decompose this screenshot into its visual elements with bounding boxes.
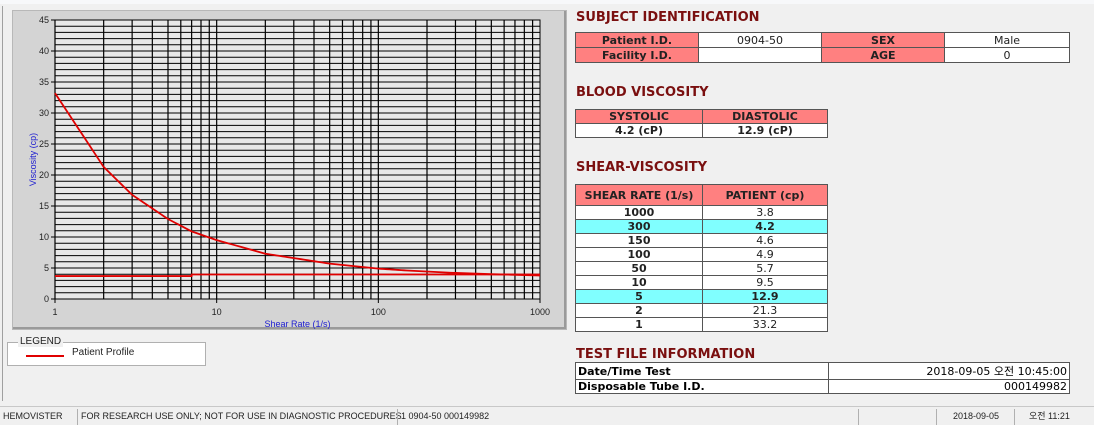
shear-row: 50 5.7 bbox=[575, 261, 828, 276]
y-tick-label: 15 bbox=[39, 201, 49, 211]
shear-rate-cell: 300 bbox=[575, 219, 703, 234]
shear-row: 10 9.5 bbox=[575, 275, 828, 290]
y-tick-label: 25 bbox=[39, 139, 49, 149]
status-bar: HEMOVISTER FOR RESEARCH USE ONLY; NOT FO… bbox=[0, 406, 1094, 425]
y-axis-label: Viscosity (cp) bbox=[28, 133, 38, 186]
shear-title: SHEAR-VISCOSITY bbox=[576, 160, 707, 175]
shear-row: 5 12.9 bbox=[575, 289, 828, 304]
y-tick-label: 40 bbox=[39, 46, 49, 56]
x-axis-label: Shear Rate (1/s) bbox=[264, 319, 330, 329]
patient-cp-cell: 3.8 bbox=[702, 205, 828, 220]
patient-cp-cell: 33.2 bbox=[702, 317, 828, 332]
shear-rate-cell: 10 bbox=[575, 275, 703, 290]
y-tick-label: 35 bbox=[39, 77, 49, 87]
status-date: 2018-09-05 bbox=[936, 409, 999, 425]
patient-cp-cell: 9.5 bbox=[702, 275, 828, 290]
date-time-label: Date/Time Test bbox=[575, 362, 829, 380]
shear-rate-cell: 5 bbox=[575, 289, 703, 304]
sex-value: Male bbox=[944, 32, 1070, 48]
status-blank bbox=[858, 409, 862, 425]
status-record: 1 0904-50 000149982 bbox=[397, 409, 489, 425]
blood-table: SYSTOLIC DIASTOLIC 4.2 (cP) 12.9 (cP) bbox=[575, 109, 828, 138]
date-time-value: 2018-09-05 오전 10:45:00 bbox=[828, 362, 1070, 380]
shear-rate-cell: 100 bbox=[575, 247, 703, 262]
series-line bbox=[54, 92, 541, 277]
age-label: AGE bbox=[821, 47, 945, 63]
shear-row: 100 4.9 bbox=[575, 247, 828, 262]
facility-id-value bbox=[698, 47, 822, 63]
x-tick-label: 100 bbox=[371, 307, 386, 317]
legend-label: Patient Profile bbox=[72, 347, 135, 358]
y-tick-label: 10 bbox=[39, 232, 49, 242]
y-tick-label: 20 bbox=[39, 170, 49, 180]
patient-cp-cell: 5.7 bbox=[702, 261, 828, 276]
patient-cp-cell: 4.2 bbox=[702, 219, 828, 234]
legend-swatch bbox=[26, 355, 64, 357]
systolic-label: SYSTOLIC bbox=[575, 109, 703, 124]
shear-row: 1 33.2 bbox=[575, 317, 828, 332]
legend-title: LEGEND bbox=[18, 336, 64, 347]
patient-id-value: 0904-50 bbox=[698, 32, 822, 48]
shear-rate-cell: 1 bbox=[575, 317, 703, 332]
subject-table: Patient I.D. 0904-50 SEX Male Facility I.D.… bbox=[575, 32, 1070, 63]
y-tick-label: 0 bbox=[44, 294, 49, 304]
patient-cp-cell: 4.6 bbox=[702, 233, 828, 248]
patient-id-label: Patient I.D. bbox=[575, 32, 699, 48]
patient-cp-cell: 21.3 bbox=[702, 303, 828, 318]
shear-rate-cell: 50 bbox=[575, 261, 703, 276]
shear-rate-cell: 150 bbox=[575, 233, 703, 248]
blood-title: BLOOD VISCOSITY bbox=[576, 85, 709, 100]
divider bbox=[2, 6, 3, 401]
testfile-title: TEST FILE INFORMATION bbox=[576, 347, 756, 362]
shear-rate-cell: 1000 bbox=[575, 205, 703, 220]
diastolic-value: 12.9 (cP) bbox=[702, 123, 828, 138]
x-tick-label: 1 bbox=[52, 307, 57, 317]
viscosity-chart: 0 5 10 15 20 25 30 35 40 45 1 10 100 1000 Shear Rate (… bbox=[28, 15, 550, 329]
legend: LEGEND Patient Profile bbox=[7, 336, 206, 366]
y-tick-label: 45 bbox=[39, 15, 49, 25]
shear-rate-header: SHEAR RATE (1/s) bbox=[575, 184, 703, 206]
shear-row: 150 4.6 bbox=[575, 233, 828, 248]
shear-row: 1000 3.8 bbox=[575, 205, 828, 220]
shear-row: 2 21.3 bbox=[575, 303, 828, 318]
shear-rate-cell: 2 bbox=[575, 303, 703, 318]
top-strip bbox=[0, 0, 1094, 4]
sex-label: SEX bbox=[821, 32, 945, 48]
shear-table: SHEAR RATE (1/s) PATIENT (cp) 1000 3.8 300 4… bbox=[575, 184, 828, 332]
patient-header: PATIENT (cp) bbox=[702, 184, 828, 206]
age-value: 0 bbox=[944, 47, 1070, 63]
series-line bbox=[55, 273, 540, 277]
status-notice: FOR RESEARCH USE ONLY; NOT FOR USE IN DI… bbox=[77, 409, 402, 425]
systolic-value: 4.2 (cP) bbox=[575, 123, 703, 138]
subject-title: SUBJECT IDENTIFICATION bbox=[576, 10, 760, 25]
patient-cp-cell: 12.9 bbox=[702, 289, 828, 304]
y-tick-label: 5 bbox=[44, 263, 49, 273]
x-tick-label: 10 bbox=[212, 307, 222, 317]
diastolic-label: DIASTOLIC bbox=[702, 109, 828, 124]
plot-area bbox=[54, 19, 541, 300]
x-tick-label: 1000 bbox=[530, 307, 550, 317]
y-tick-label: 30 bbox=[39, 108, 49, 118]
tube-id-label: Disposable Tube I.D. bbox=[575, 379, 829, 394]
status-app: HEMOVISTER bbox=[3, 411, 63, 421]
shear-row: 300 4.2 bbox=[575, 219, 828, 234]
status-time: 오전 11:21 bbox=[1014, 409, 1070, 425]
facility-id-label: Facility I.D. bbox=[575, 47, 699, 63]
tube-id-value: 000149982 bbox=[828, 379, 1070, 394]
patient-cp-cell: 4.9 bbox=[702, 247, 828, 262]
testfile-table: Date/Time Test 2018-09-05 오전 10:45:00 Dis… bbox=[575, 362, 1070, 394]
